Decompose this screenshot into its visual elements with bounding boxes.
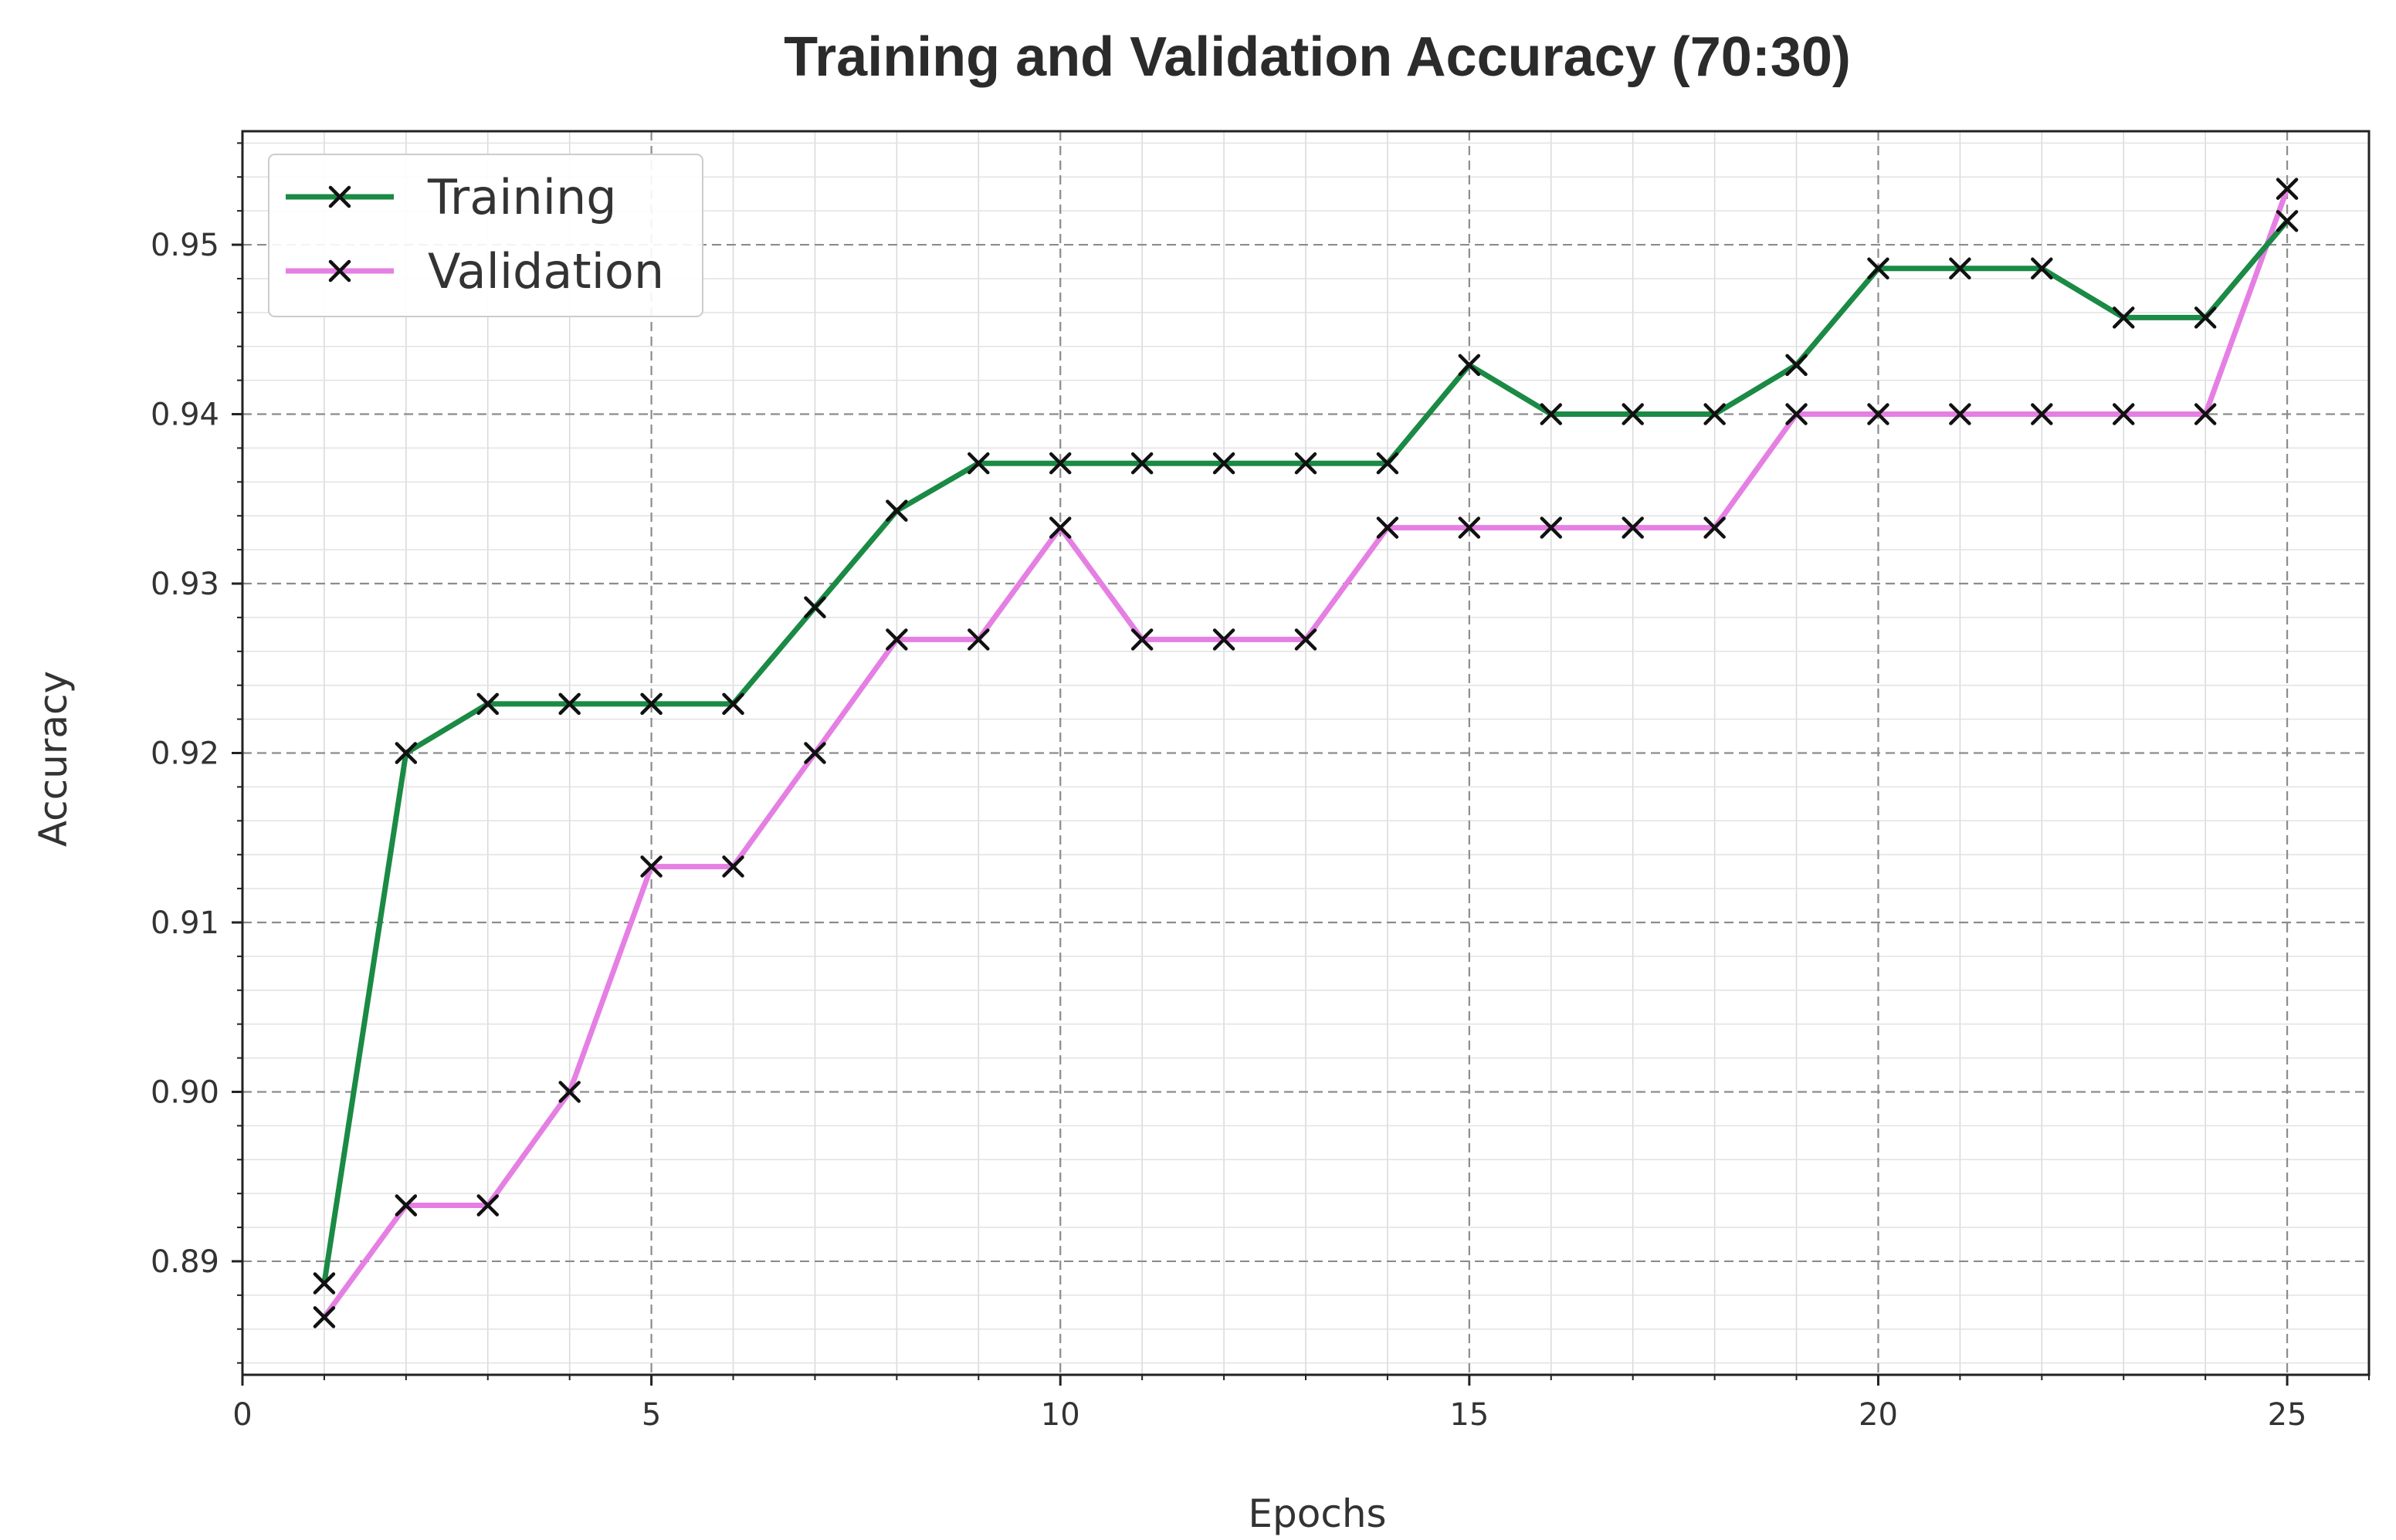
data-point-training — [1785, 354, 1808, 377]
data-point-validation — [886, 628, 908, 651]
x-axis-label: Epochs — [1248, 1491, 1386, 1536]
legend-marker-training — [328, 185, 351, 208]
data-point-validation — [1540, 516, 1563, 539]
chart-title: Training and Validation Accuracy (70:30) — [784, 26, 1851, 88]
series-layer — [313, 178, 2299, 1328]
data-point-validation — [1458, 516, 1481, 539]
minor-gridlines — [242, 131, 2370, 1375]
data-point-training — [2194, 306, 2217, 329]
y-tick-label: 0.92 — [151, 736, 219, 772]
data-point-validation — [804, 742, 826, 764]
data-point-validation — [968, 628, 990, 651]
data-point-training — [968, 452, 990, 475]
data-point-training — [1540, 403, 1563, 425]
data-point-validation — [1049, 516, 1072, 539]
legend-label-training: Training — [427, 169, 617, 225]
data-point-validation — [722, 855, 744, 878]
data-point-validation — [313, 1306, 336, 1328]
x-tick-label: 15 — [1449, 1397, 1489, 1433]
data-point-validation — [2276, 178, 2299, 200]
x-tick-label: 5 — [642, 1397, 661, 1433]
axis-ticks — [232, 142, 2370, 1386]
x-tick-label: 25 — [2268, 1397, 2307, 1433]
data-point-training — [1294, 452, 1317, 475]
data-point-validation — [1867, 403, 1889, 425]
data-point-training — [1376, 452, 1399, 475]
data-point-validation — [395, 1194, 418, 1217]
x-tick-label: 10 — [1041, 1397, 1080, 1433]
data-point-validation — [1949, 403, 1971, 425]
data-point-training — [1703, 403, 1726, 425]
data-point-training — [1458, 354, 1481, 377]
data-point-training — [1867, 257, 1889, 280]
major-gridlines — [242, 131, 2369, 1375]
y-tick-label: 0.93 — [151, 567, 219, 602]
data-point-validation — [1703, 516, 1726, 539]
legend-x-marker — [328, 259, 351, 283]
data-point-training — [2112, 306, 2135, 329]
data-point-training — [886, 499, 908, 522]
data-point-validation — [476, 1194, 500, 1217]
y-tick-label: 0.91 — [151, 905, 219, 941]
legend-marker-validation — [328, 259, 351, 283]
y-tick-label: 0.95 — [151, 228, 219, 263]
data-point-validation — [2112, 403, 2135, 425]
data-point-validation — [1130, 628, 1154, 651]
data-point-training — [1130, 452, 1154, 475]
data-point-validation — [1212, 628, 1235, 651]
y-axis-label: Accuracy — [31, 671, 76, 847]
axis-tick-labels: 0 5 10 15 20 25 0.89 0.90 0.91 0.92 0.93 0.94 0.95 — [151, 228, 2307, 1433]
y-tick-label: 0.94 — [151, 398, 219, 433]
data-point-validation — [2194, 403, 2217, 425]
legend: Training Validation — [268, 154, 703, 317]
data-point-validation — [2031, 403, 2053, 425]
data-point-training — [476, 692, 500, 716]
x-tick-label: 20 — [1859, 1397, 1898, 1433]
data-point-training — [395, 742, 418, 764]
y-tick-label: 0.89 — [151, 1244, 219, 1280]
data-point-training — [1212, 452, 1235, 475]
data-point-validation — [1294, 628, 1317, 651]
data-point-training — [1949, 257, 1971, 280]
data-point-training — [1049, 452, 1072, 475]
data-point-training — [558, 692, 581, 716]
data-point-validation — [1785, 403, 1808, 425]
data-point-training — [2276, 210, 2299, 232]
data-point-training — [804, 596, 826, 618]
legend-label-validation: Validation — [428, 243, 664, 300]
y-tick-label: 0.90 — [151, 1075, 219, 1110]
x-tick-label: 0 — [232, 1397, 252, 1433]
data-point-validation — [1622, 516, 1644, 539]
data-point-validation — [640, 855, 663, 878]
data-point-validation — [1376, 516, 1399, 539]
data-point-training — [722, 692, 744, 716]
data-point-training — [313, 1272, 336, 1295]
legend-x-marker — [328, 185, 351, 208]
data-point-training — [640, 692, 663, 716]
data-point-validation — [558, 1081, 581, 1103]
data-point-training — [1622, 403, 1644, 425]
data-point-training — [2031, 257, 2053, 280]
